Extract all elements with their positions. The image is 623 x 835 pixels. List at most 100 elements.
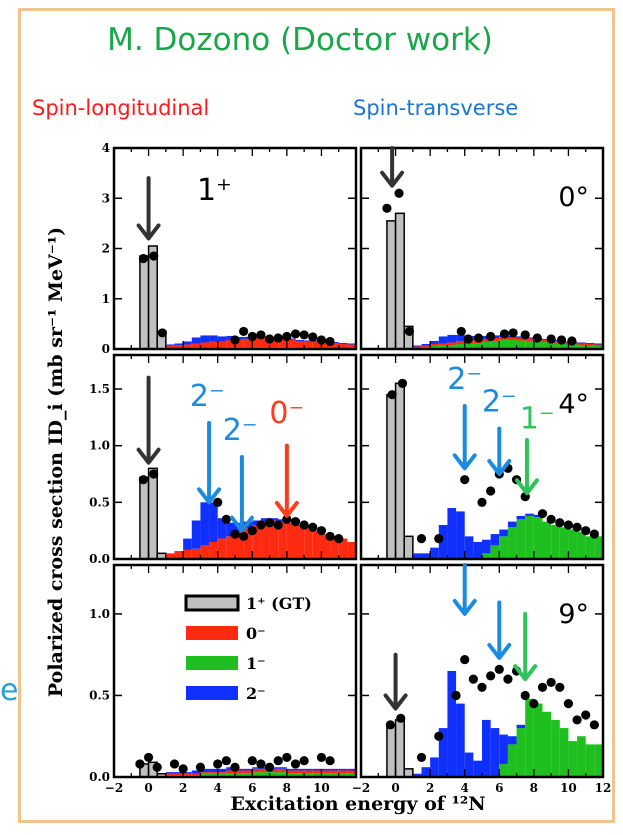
y-tick-label: 1.5: [89, 382, 110, 396]
bar-two-minus-panel-r3-left: [217, 768, 227, 773]
bar-zero-minus-panel-r3-left: [304, 770, 313, 774]
bar-two-minus-panel-r3-left: [165, 772, 175, 774]
bar-two-minus-panel-r3-left: [200, 768, 210, 773]
bar-zero-minus-panel-r3-left: [183, 773, 192, 776]
data-point-panel-r2-left: [247, 526, 257, 536]
x-tick-label: 0: [391, 781, 399, 795]
data-point-panel-r3-right: [451, 690, 461, 701]
annotation-panel-r2-left: 2⁻: [190, 379, 225, 414]
bar-one-minus-panel-r3-right: [499, 763, 508, 777]
y-axis-title: Polarized cross section ID_i (mb sr⁻¹ Me…: [45, 227, 67, 697]
data-point-panel-r3-right: [486, 671, 496, 681]
y-tick-label: 0.0: [89, 552, 110, 566]
bar-two-minus-panel-r3-right: [447, 671, 457, 777]
data-point-panel-r3-left: [169, 759, 180, 769]
bar-one-minus-panel-r1-right: [499, 339, 508, 349]
bar-zero-minus-panel-r1-left: [304, 341, 313, 348]
bar-one-minus-panel-r3-right: [542, 711, 552, 777]
bar-one-minus-panel-r2-right: [594, 536, 603, 559]
data-point-panel-r1-left: [230, 335, 240, 345]
bar-two-minus-panel-r2-left: [269, 518, 279, 521]
data-point-panel-r3-right: [460, 654, 470, 665]
bar-two-minus-panel-r3-left: [183, 772, 192, 774]
bar-zero-minus-panel-r3-left: [338, 770, 348, 774]
bar-one-minus-panel-r1-right: [516, 340, 526, 349]
data-point-panel-r3-right: [589, 720, 599, 730]
bar-two-minus-panel-r1-left: [217, 336, 227, 342]
bar-one-minus-panel-r3-left: [295, 773, 305, 777]
data-point-panel-r3-left: [282, 752, 292, 763]
bar-zero-minus-panel-r1-right: [542, 339, 552, 342]
bar-one-minus-panel-r3-right: [525, 698, 534, 777]
bar-one-minus-panel-r1-right: [585, 345, 595, 349]
bar-zero-minus-panel-r1-right: [456, 340, 465, 344]
bar-zero-minus-panel-r3-left: [347, 770, 356, 774]
bar-zero-minus-panel-r3-left: [286, 770, 296, 774]
bar-zero-minus-panel-r1-left: [235, 339, 244, 347]
bar-zero-minus-panel-r1-right: [499, 336, 508, 340]
bar-one-minus-panel-r3-left: [338, 773, 348, 777]
y-tick-label: 0.5: [89, 495, 110, 509]
data-point-panel-r3-left: [247, 756, 257, 766]
arrow-head-panel-r3-right: [452, 598, 477, 616]
bar-one-minus-panel-r3-left: [269, 772, 279, 777]
bar-zero-minus-panel-r1-left: [347, 344, 356, 348]
data-point-panel-r2-right: [537, 509, 548, 519]
bar-two-minus-panel-r1-left: [165, 344, 175, 346]
panel-label-panel-r3-right: 9°: [558, 599, 589, 630]
bar-zero-minus-panel-r3-left: [252, 768, 261, 773]
x-tick-label: 12: [595, 781, 612, 795]
data-point-panel-r2-left: [273, 520, 283, 530]
bar-two-minus-panel-r1-left: [286, 338, 296, 340]
bar-zero-minus-panel-r3-left: [200, 772, 210, 774]
bar-two-minus-panel-r3-left: [226, 767, 235, 771]
data-point-panel-r1-left: [264, 334, 275, 344]
bar-two-minus-panel-r1-right: [525, 337, 534, 339]
data-point-panel-r2-left: [282, 514, 292, 524]
bar-one-minus-panel-r2-right: [568, 529, 578, 559]
data-point-panel-r1-left: [239, 326, 249, 337]
bar-one-minus-panel-r3-left: [321, 773, 331, 777]
y-tick-label: 1: [102, 292, 110, 306]
bar-gt-panel-r2-right: [394, 382, 405, 559]
bar-two-minus-panel-r2-left: [200, 502, 210, 546]
bar-one-minus-panel-r3-left: [286, 773, 296, 777]
bar-zero-minus-panel-r3-left: [217, 772, 227, 774]
x-tick-label: 4: [461, 781, 469, 795]
bar-two-minus-panel-r1-left: [347, 343, 356, 345]
bar-two-minus-panel-r3-right: [507, 736, 517, 745]
bar-two-minus-panel-r2-left: [209, 502, 218, 542]
data-point-panel-r1-right: [499, 329, 510, 339]
bar-two-minus-panel-r1-right: [585, 342, 595, 344]
bar-zero-minus-panel-r1-left: [165, 345, 175, 348]
bar-two-minus-panel-r2-right: [533, 514, 543, 518]
bar-one-minus-panel-r3-right: [585, 744, 595, 777]
bar-zero-minus-panel-r2-left: [338, 538, 348, 559]
legend-swatch-one-minus: [186, 656, 238, 670]
bar-zero-minus-panel-r3-left: [312, 770, 322, 774]
bar-gt-panel-r2-right: [386, 393, 397, 559]
bar-zero-minus-panel-r1-right: [421, 345, 431, 347]
data-point-panel-r1-left: [325, 336, 335, 347]
bar-gt-panel-r2-left: [139, 476, 150, 559]
panel-label-panel-r1-right: 0°: [558, 182, 589, 213]
bar-two-minus-panel-r3-left: [286, 768, 296, 771]
bar-one-minus-panel-r3-left: [235, 773, 244, 777]
bar-zero-minus-panel-r1-right: [525, 338, 534, 341]
bar-one-minus-panel-r1-right: [430, 345, 439, 349]
bar-one-minus-panel-r2-right: [585, 536, 595, 559]
arrow-head-panel-r2-left: [274, 500, 299, 518]
data-point-panel-r2-right: [397, 378, 408, 388]
bar-zero-minus-panel-r1-right: [577, 343, 586, 345]
bar-zero-minus-panel-r3-left: [243, 770, 253, 774]
bar-zero-minus-panel-r2-left: [347, 542, 356, 559]
data-point-panel-r3-right: [581, 710, 591, 720]
y-tick-label: 3: [102, 191, 110, 205]
bar-one-minus-panel-r3-right: [577, 736, 586, 777]
data-point-panel-r1-right: [556, 335, 567, 345]
data-point-panel-r3-right: [572, 715, 582, 725]
bar-two-minus-panel-r2-right: [507, 521, 517, 528]
data-point-panel-r3-left: [213, 759, 223, 769]
y-tick-label: 2: [102, 242, 110, 256]
data-point-panel-r1-left: [149, 251, 159, 261]
